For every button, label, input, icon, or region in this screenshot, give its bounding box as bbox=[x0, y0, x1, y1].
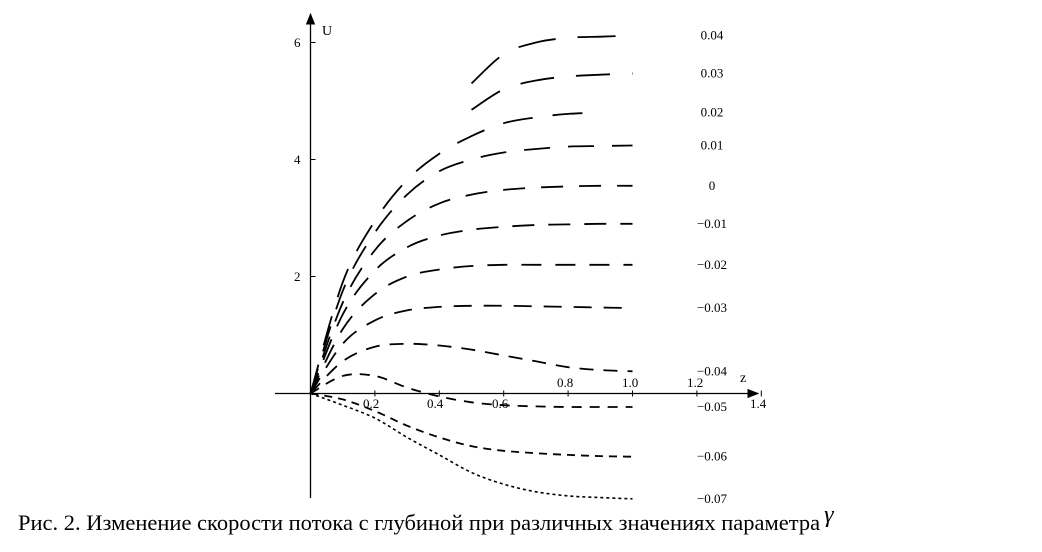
tick-marks bbox=[310, 42, 762, 397]
series-line bbox=[310, 392, 633, 458]
y-tick-label: 2 bbox=[294, 269, 301, 284]
series-lines bbox=[309, 34, 633, 500]
y-tick-label: 6 bbox=[294, 35, 301, 50]
series-label: 0.04 bbox=[701, 28, 724, 43]
axes bbox=[275, 12, 760, 498]
x-tick-label: 0.4 bbox=[427, 396, 444, 411]
series-line bbox=[309, 222, 633, 394]
caption-symbol: γ bbox=[824, 502, 834, 528]
series-line bbox=[310, 392, 633, 500]
series-line bbox=[470, 34, 633, 85]
x-tick-label: 0.8 bbox=[557, 375, 573, 390]
series-line bbox=[309, 184, 633, 394]
series-line bbox=[309, 144, 633, 394]
x-tick-label: 1.2 bbox=[687, 375, 703, 390]
y-axis-label: U bbox=[322, 24, 332, 39]
figure-caption: Рис. 2. Изменение скорости потока с глуб… bbox=[18, 502, 1033, 537]
series-label: −0.06 bbox=[697, 449, 728, 464]
x-tick-label: 0.6 bbox=[492, 396, 509, 411]
series-label: −0.07 bbox=[697, 491, 728, 506]
series-label: −0.02 bbox=[697, 257, 727, 272]
velocity-depth-chart: 0.2 0.4 0.6 1.4 0.8 1.0 1.2 2 4 6 U z 0.… bbox=[275, 12, 767, 506]
series-label: −0.01 bbox=[697, 216, 727, 231]
x-tick-label: 1.0 bbox=[622, 375, 638, 390]
x-axis-label: z bbox=[740, 371, 746, 386]
series-label: −0.05 bbox=[697, 399, 727, 414]
series-label: 0 bbox=[709, 178, 716, 193]
series-line bbox=[309, 263, 633, 394]
caption-text: Рис. 2. Изменение скорости потока с глуб… bbox=[18, 510, 821, 535]
series-line bbox=[309, 111, 601, 394]
series-label: −0.03 bbox=[697, 300, 727, 315]
series-line bbox=[309, 304, 633, 394]
series-label: −0.04 bbox=[697, 363, 728, 378]
tick-labels: 0.2 0.4 0.6 1.4 0.8 1.0 1.2 2 4 6 U z bbox=[294, 24, 767, 411]
series-line bbox=[309, 342, 633, 395]
x-tick-label: 1.4 bbox=[750, 396, 767, 411]
series-line bbox=[310, 373, 633, 408]
y-tick-label: 4 bbox=[294, 152, 301, 167]
series-label: 0.01 bbox=[701, 138, 724, 153]
series-labels: 0.04 0.03 0.02 0.01 0 −0.01 −0.02 −0.03 −0.04 −0.… bbox=[697, 28, 728, 506]
series-line bbox=[471, 72, 633, 111]
series-label: 0.03 bbox=[701, 66, 724, 81]
series-label: 0.02 bbox=[701, 105, 724, 120]
